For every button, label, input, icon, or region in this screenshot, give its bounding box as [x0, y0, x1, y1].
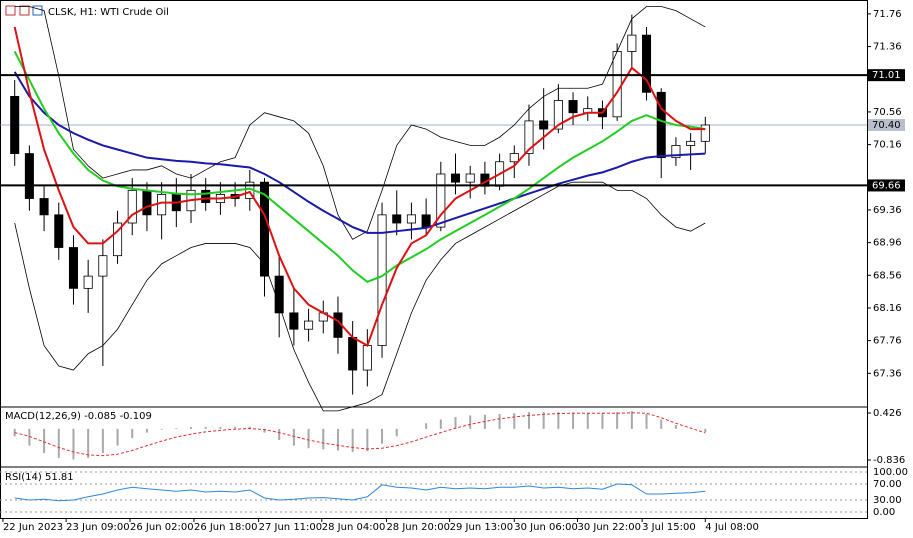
y-tick-label: 70.16: [873, 140, 902, 151]
x-tick-label: 28 Jun 04:00: [322, 522, 386, 533]
rsi-label: RSI(14): [5, 472, 42, 483]
candle-body: [289, 312, 299, 330]
candle-body: [304, 320, 314, 330]
candle-body: [142, 189, 152, 216]
indicator-line: [13, 26, 706, 347]
y-tick-label: 70.00: [873, 479, 902, 490]
candle-body: [274, 275, 284, 314]
candle-body: [568, 100, 578, 114]
candle-body: [612, 51, 622, 118]
candle-body: [642, 34, 652, 93]
y-tick-label: -0.836: [873, 455, 905, 466]
macd-signal-value: -0.109: [120, 411, 152, 422]
level-box: [868, 179, 905, 192]
x-tick-label: 30 Jun 22:00: [577, 522, 641, 533]
candle-body: [10, 95, 20, 154]
x-tick-label: 29 Jun 13:00: [450, 522, 514, 533]
level-box: [868, 69, 905, 82]
candle-body: [524, 120, 534, 154]
candle-body: [406, 214, 416, 224]
candle-body: [54, 214, 64, 248]
candle-body: [83, 275, 93, 289]
rsi-header: RSI(14) 51.81: [5, 472, 74, 483]
rsi-line: [14, 483, 706, 502]
y-tick-label: 70.56: [873, 107, 902, 118]
candle-body: [392, 214, 402, 224]
macd-header: MACD(12,26,9) -0.085 -0.109: [5, 411, 152, 422]
candle-body: [539, 120, 549, 130]
candle-body: [68, 247, 78, 289]
candle-body: [465, 173, 475, 183]
y-tick-label: 68.96: [873, 238, 902, 249]
y-tick-label: 67.36: [873, 368, 902, 379]
price-box: [868, 118, 905, 131]
candle-body: [157, 194, 167, 216]
candle-body: [553, 100, 563, 130]
level-label: 71.01: [872, 70, 901, 81]
price-label: 70.40: [872, 120, 901, 131]
x-tick-label: 3 Jul 15:00: [642, 522, 696, 533]
indicator-line: [13, 71, 706, 234]
y-tick-label: 100.00: [873, 467, 908, 478]
candle-body: [627, 34, 637, 52]
candle-body: [686, 140, 696, 146]
indicator-line: [14, 181, 706, 412]
candle-body: [671, 145, 681, 159]
candle-body: [509, 153, 519, 163]
candle-body: [24, 153, 34, 199]
chart-title: CLSK, H1: WTI Crude Oil: [48, 7, 169, 18]
icon[interactable]: [5, 5, 16, 16]
x-tick-label: 22 Jun 2023: [3, 522, 63, 533]
candle-body: [98, 255, 108, 277]
x-tick-label: 30 Jun 06:00: [514, 522, 578, 533]
y-tick-label: 0.426: [873, 408, 902, 419]
candle-body: [201, 189, 211, 203]
candle-body: [436, 173, 446, 228]
x-tick-label: 4 Jul 08:00: [705, 522, 759, 533]
y-tick-label: 30.00: [873, 495, 902, 506]
y-tick-label: 71.36: [873, 42, 902, 53]
candle-body: [127, 189, 137, 224]
candle-body: [113, 222, 123, 257]
y-tick-label: 67.76: [873, 336, 902, 347]
frame: [0, 0, 868, 519]
x-tick-label: 26 Jun 18:00: [194, 522, 258, 533]
indicator-line: [14, 6, 706, 240]
y-tick-label: 68.56: [873, 270, 902, 281]
x-tick-label: 27 Jun 11:00: [259, 522, 323, 533]
icon[interactable]: [19, 5, 30, 16]
candle-body: [362, 345, 372, 371]
candle-body: [450, 173, 461, 183]
y-tick-label: 0.00: [873, 507, 895, 518]
candle-body: [421, 214, 431, 228]
indicator-line: [13, 51, 706, 283]
icon[interactable]: [32, 5, 43, 16]
x-tick-label: 23 Jun 09:00: [66, 522, 130, 533]
candle-body: [39, 198, 49, 216]
candle-body: [348, 336, 358, 371]
macd-value: -0.085: [84, 411, 116, 422]
level-label: 69.66: [872, 180, 901, 191]
y-tick-label: 69.36: [873, 205, 902, 216]
macd-label: MACD(12,26,9): [5, 411, 81, 422]
candle-body: [700, 124, 710, 142]
y-tick-label: 71.76: [873, 9, 902, 20]
rsi-value: 51.81: [45, 472, 74, 483]
y-tick-label: 68.16: [873, 303, 902, 314]
x-tick-label: 26 Jun 02:00: [130, 522, 194, 533]
candle-body: [656, 91, 666, 159]
x-tick-label: 28 Jun 20:00: [386, 522, 450, 533]
candle-body: [377, 214, 387, 346]
